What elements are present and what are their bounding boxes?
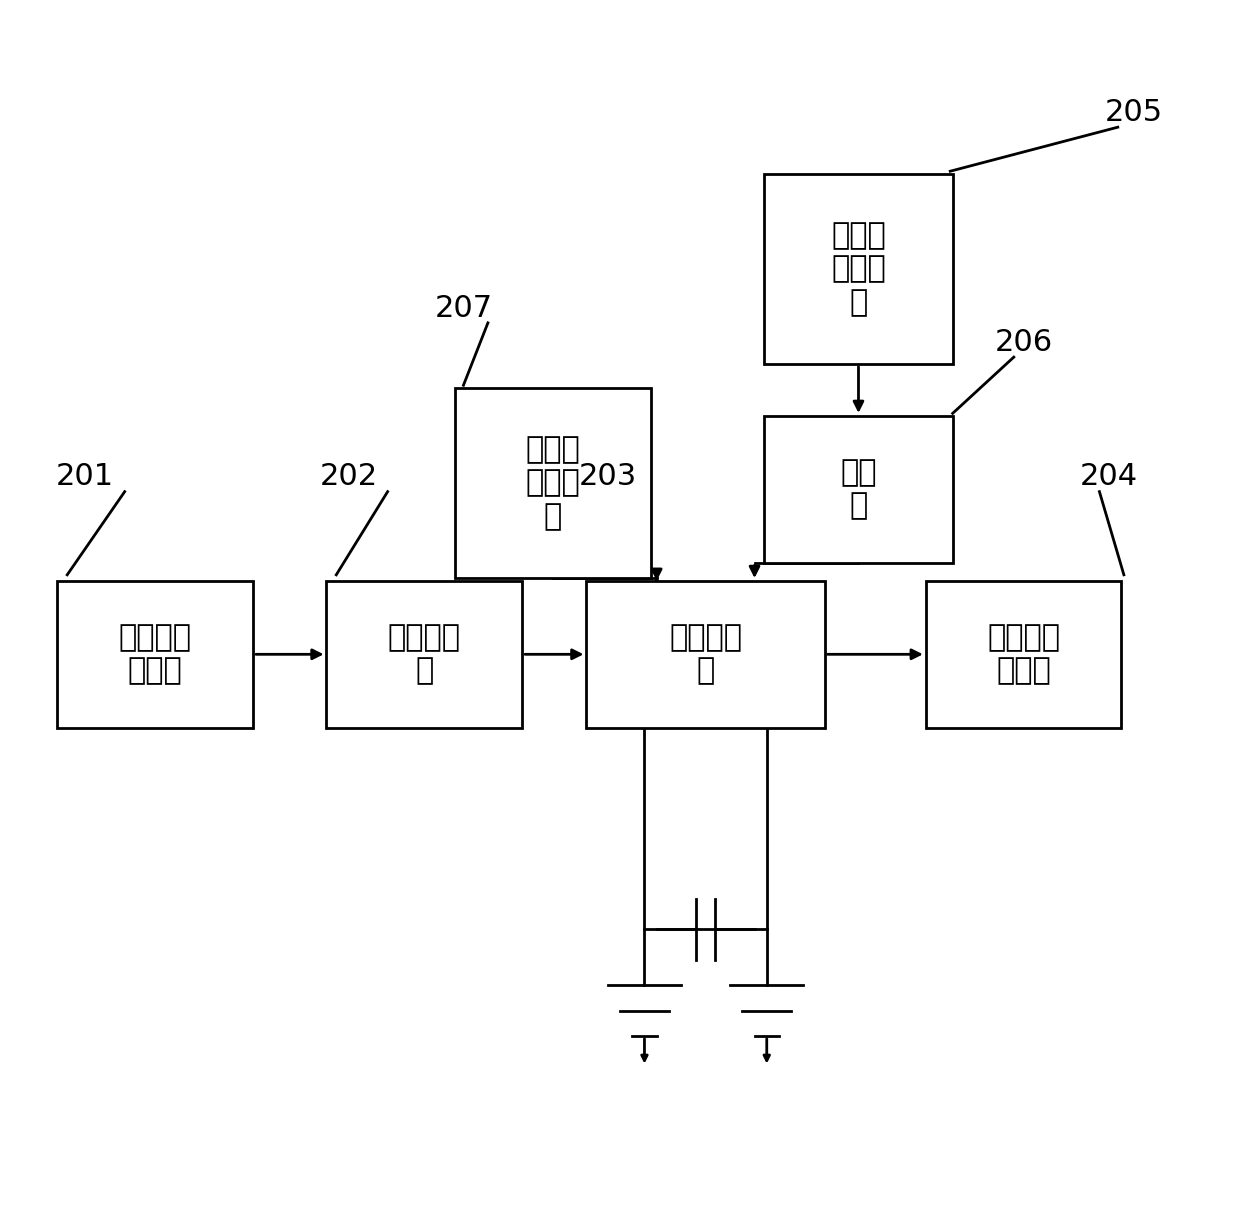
Text: 204: 204	[1080, 462, 1138, 492]
Bar	[764, 416, 954, 563]
Bar	[764, 174, 954, 364]
Text: 207: 207	[434, 294, 492, 323]
Bar	[326, 581, 522, 728]
Bar	[926, 581, 1121, 728]
Text: 放大
器: 放大 器	[841, 457, 877, 521]
Text: 202: 202	[320, 462, 377, 492]
Bar	[587, 581, 825, 728]
Bar	[57, 581, 253, 728]
Text: 206: 206	[994, 328, 1053, 357]
Text: 偏置电
流控制
器: 偏置电 流控制 器	[831, 221, 885, 317]
Text: 201: 201	[56, 462, 113, 492]
Text: 203: 203	[579, 462, 637, 492]
Text: 晶体振荡
器: 晶体振荡 器	[670, 623, 742, 686]
Text: 振荡幅度
检测器: 振荡幅度 检测器	[987, 623, 1060, 686]
Bar	[455, 389, 651, 578]
Text: 阻抗稳
定控制
器: 阻抗稳 定控制 器	[526, 435, 580, 531]
Text: 宽带调制
器: 宽带调制 器	[388, 623, 461, 686]
Text: 激励信号
发生器: 激励信号 发生器	[119, 623, 192, 686]
Text: 205: 205	[1105, 98, 1163, 127]
